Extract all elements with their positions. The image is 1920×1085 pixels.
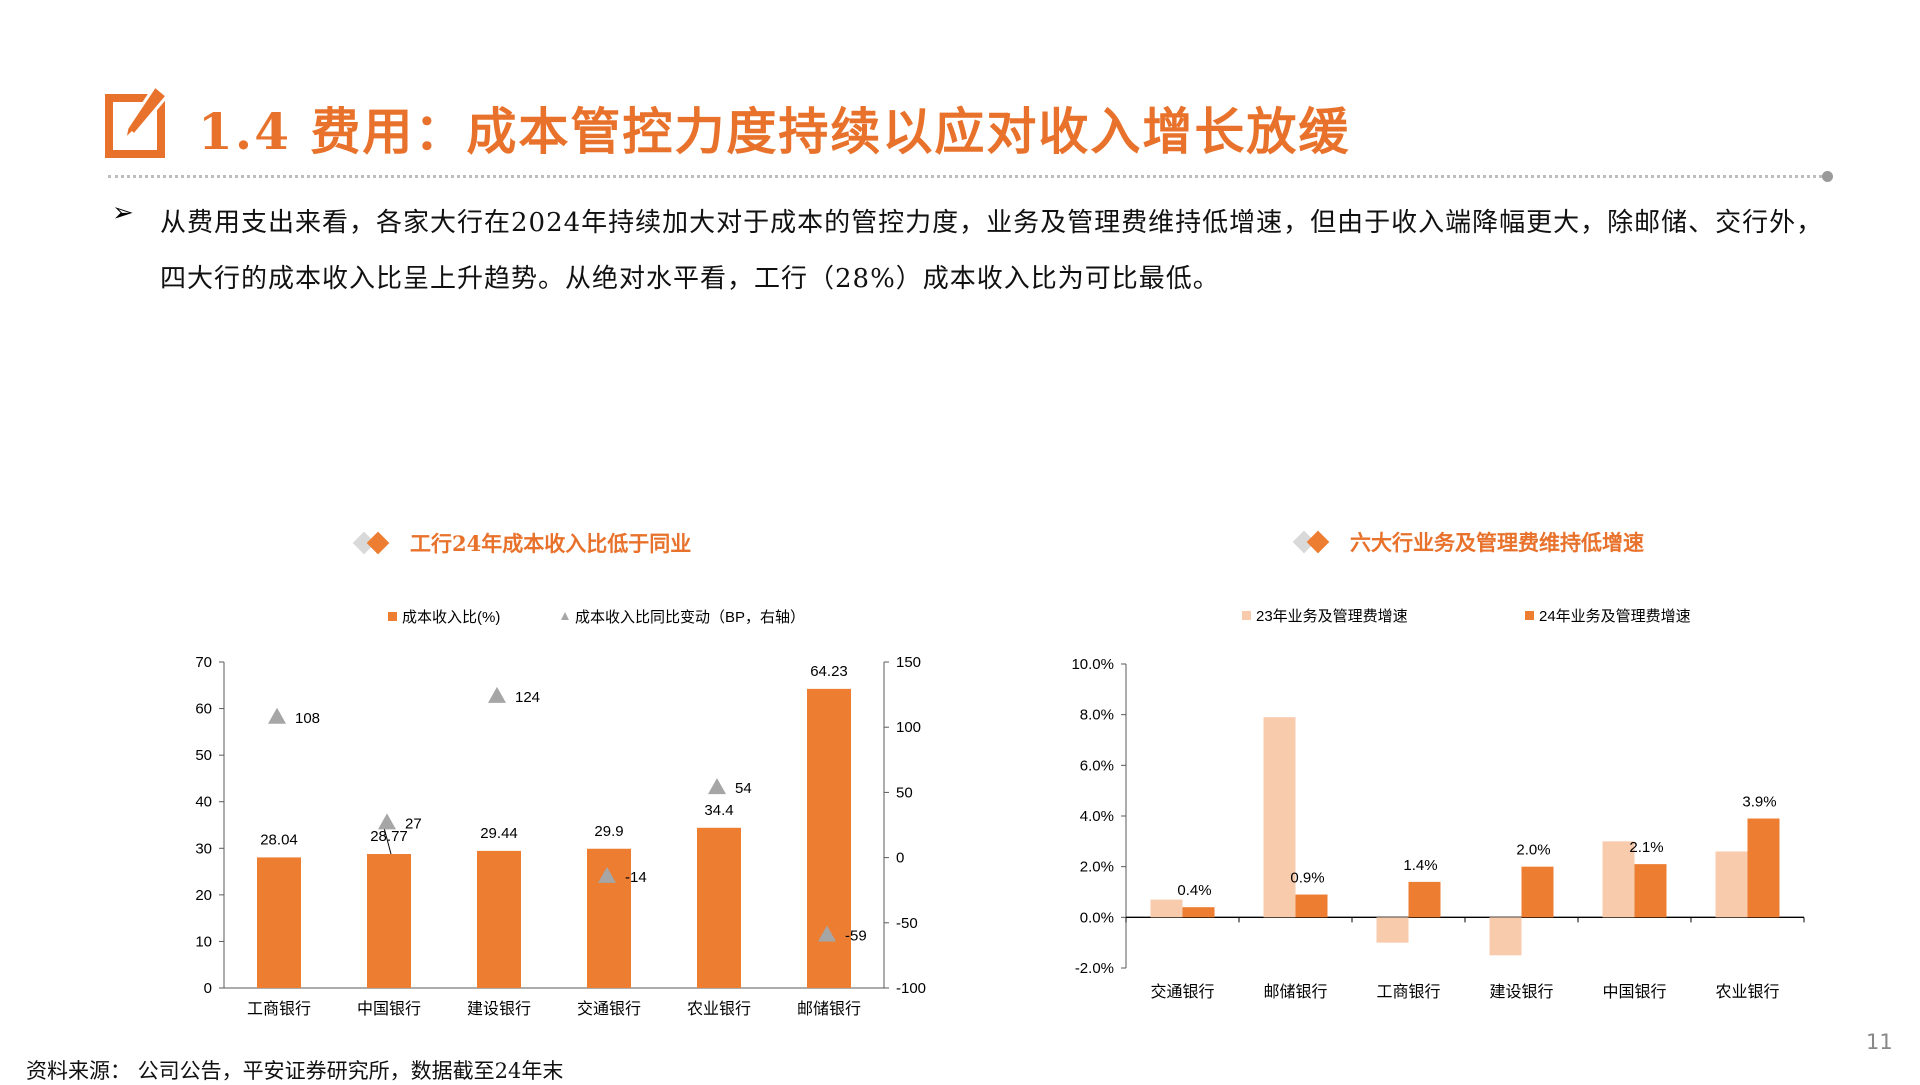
bar-2024-data-label: 2.0% <box>1516 842 1550 859</box>
legend-bar-label: 成本收入比(%) <box>402 609 500 626</box>
legend-2024-swatch <box>1525 611 1534 620</box>
bar-2023-growth <box>1376 917 1409 943</box>
bar-2024-growth <box>1634 864 1667 918</box>
right-axis-tick-label: 150 <box>896 654 921 671</box>
bar-data-label: 34.4 <box>704 802 733 819</box>
bar-2024-data-label: 0.4% <box>1177 882 1211 899</box>
left-axis-tick-label: 20 <box>195 887 212 904</box>
x-axis-category-label: 建设银行 <box>1489 983 1553 1001</box>
cost-income-ratio-chart: 0 10 20 30 40 50 60 70 -100 -50 0 50 100 150 工商银行 中国银行 建… <box>195 609 926 1018</box>
yoy-change-triangle-marker <box>378 813 396 830</box>
chart1-heading: 工行24年成本收入比低于同业 <box>352 528 691 558</box>
diamond-marker-icon <box>352 531 390 555</box>
x-axis-category-label: 工商银行 <box>247 1000 311 1018</box>
y-axis-tick-label: 10.0% <box>1071 656 1114 673</box>
y-axis-tick-label: 8.0% <box>1080 707 1114 724</box>
yoy-change-triangle-marker <box>818 925 836 942</box>
left-axis-tick-label: 60 <box>195 701 212 718</box>
admin-expense-growth-chart: -2.0% 0.0% 2.0% 4.0% 6.0% 8.0% 10.0% 交通银行 邮储银行 工商… <box>1071 608 1805 1001</box>
yoy-change-triangle-marker <box>598 866 616 883</box>
legend-triangle-label: 成本收入比同比变动（BP，右轴） <box>575 609 805 626</box>
bar-2024-data-label: 0.9% <box>1290 870 1324 887</box>
legend-2023-label: 23年业务及管理费增速 <box>1256 608 1408 625</box>
right-axis-tick-label: 100 <box>896 719 921 736</box>
x-axis-category-label: 农业银行 <box>687 1000 751 1018</box>
x-axis-category-label: 建设银行 <box>467 1000 531 1018</box>
yoy-change-data-label: 108 <box>295 710 320 727</box>
legend-bar-swatch <box>388 612 397 621</box>
legend-2023-swatch <box>1242 611 1251 620</box>
yoy-change-triangle-marker <box>708 778 726 795</box>
page-number: 11 <box>1866 1030 1893 1054</box>
yoy-change-data-label: 54 <box>735 780 752 797</box>
bar-data-label: 64.23 <box>810 663 848 680</box>
bullet-arrow-icon: ➢ <box>112 198 134 228</box>
x-axis-category-label: 中国银行 <box>357 1000 421 1018</box>
page-title: 1.4 费用：成本管控力度持续以应对收入增长放缓 <box>198 102 1351 161</box>
left-axis-tick-label: 10 <box>195 933 212 950</box>
bar-2024-growth <box>1182 907 1215 918</box>
bar-2023-growth <box>1602 841 1635 918</box>
y-axis-tick-label: 2.0% <box>1080 859 1114 876</box>
y-axis-tick-label: -2.0% <box>1075 960 1114 977</box>
chart2-title: 六大行业务及管理费维持低增速 <box>1350 530 1644 555</box>
left-axis-tick-label: 30 <box>195 840 212 857</box>
bar-2024-data-label: 3.9% <box>1742 794 1776 811</box>
y-axis-tick-label: 4.0% <box>1080 808 1114 825</box>
left-axis-tick-label: 40 <box>195 794 212 811</box>
bar-2024-growth <box>1295 894 1328 918</box>
legend-2024-label: 24年业务及管理费增速 <box>1539 608 1691 625</box>
yoy-change-data-label: 124 <box>515 689 540 706</box>
left-axis-tick-label: 0 <box>204 980 212 997</box>
cost-income-bar <box>367 854 411 988</box>
yoy-change-triangle-marker <box>268 707 286 724</box>
left-axis-tick-label: 70 <box>195 654 212 671</box>
x-axis-category-label: 交通银行 <box>577 1000 641 1018</box>
chart1-title: 工行24年成本收入比低于同业 <box>410 531 692 556</box>
right-axis-tick-label: -50 <box>896 915 918 932</box>
bar-2024-growth <box>1747 818 1780 918</box>
bar-2024-growth <box>1521 866 1554 918</box>
cost-income-bar <box>257 857 301 988</box>
bar-2024-data-label: 2.1% <box>1629 839 1663 856</box>
yoy-change-data-label: -14 <box>625 869 647 886</box>
edit-pencil-icon <box>105 86 169 158</box>
cost-income-bar <box>697 827 741 988</box>
y-axis-tick-label: 6.0% <box>1080 757 1114 774</box>
chart2-heading: 六大行业务及管理费维持低增速 <box>1292 527 1644 557</box>
x-axis-category-label: 邮储银行 <box>1263 983 1327 1001</box>
x-axis-category-label: 农业银行 <box>1715 983 1779 1001</box>
x-axis-category-label: 交通银行 <box>1150 983 1214 1001</box>
bar-2023-growth <box>1715 851 1748 918</box>
bar-2023-growth <box>1263 717 1296 918</box>
y-axis-tick-label: 0.0% <box>1080 909 1114 926</box>
yoy-change-data-label: -59 <box>845 928 867 945</box>
title-divider <box>108 175 1828 178</box>
source-note: 资料来源： 公司公告，平安证券研究所，数据截至24年末 <box>26 1059 564 1083</box>
summary-paragraph: 从费用支出来看，各家大行在2024年持续加大对于成本的管控力度，业务及管理费维持… <box>160 208 1824 294</box>
yoy-change-triangle-marker <box>488 686 506 703</box>
right-axis-tick-label: -100 <box>896 980 926 997</box>
bar-data-label: 29.9 <box>594 823 623 840</box>
bar-data-label: 29.44 <box>480 825 518 842</box>
x-axis-category-label: 邮储银行 <box>797 1000 861 1018</box>
bar-data-label: 28.77 <box>370 828 408 845</box>
bar-2023-growth <box>1489 917 1522 956</box>
yoy-change-data-label: 27 <box>405 815 422 832</box>
left-axis-tick-label: 50 <box>195 747 212 764</box>
cost-income-bar <box>477 850 521 988</box>
legend-triangle-swatch <box>561 612 569 620</box>
diamond-marker-icon <box>1292 530 1330 554</box>
right-axis-tick-label: 0 <box>896 850 904 867</box>
x-axis-category-label: 中国银行 <box>1602 983 1666 1001</box>
right-axis-tick-label: 50 <box>896 784 913 801</box>
x-axis-category-label: 工商银行 <box>1376 983 1440 1001</box>
bar-2024-data-label: 1.4% <box>1403 857 1437 874</box>
bar-2023-growth <box>1150 899 1183 918</box>
bar-2024-growth <box>1408 881 1441 918</box>
bar-data-label: 28.04 <box>260 831 298 848</box>
divider-end-dot <box>1822 171 1833 182</box>
